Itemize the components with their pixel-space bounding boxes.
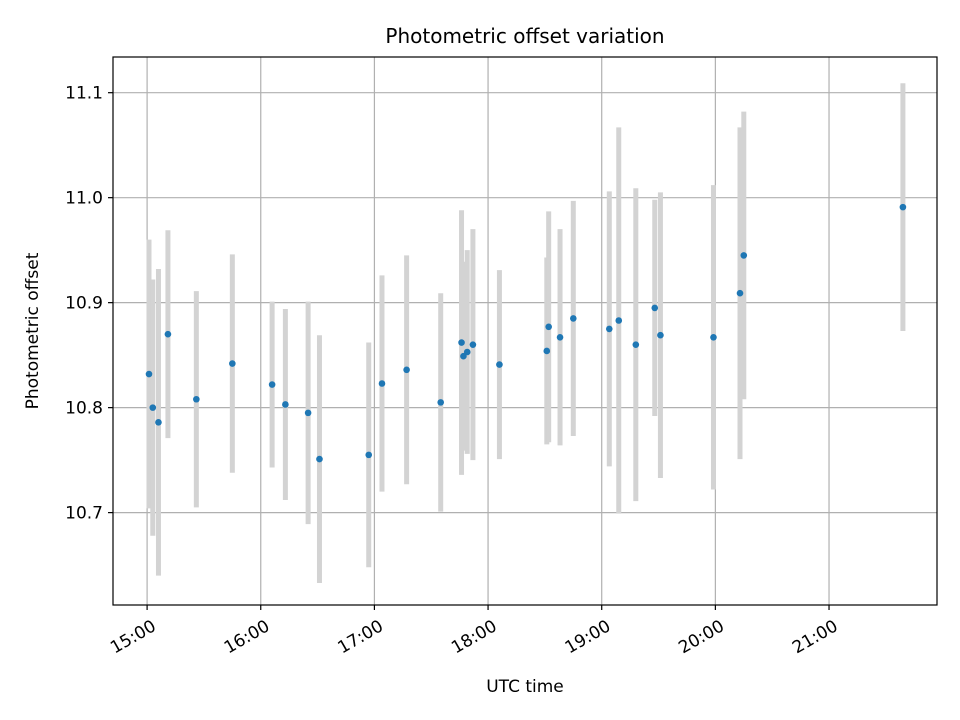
data-point [615, 317, 623, 324]
data-point [164, 330, 172, 338]
y-axis-ticks: 10.7 10.8 10.9 11.0 11.1 [65, 84, 113, 524]
data-point [463, 348, 471, 356]
data-point [316, 455, 323, 463]
data-point [543, 347, 551, 355]
x-tick-label: 20:00 [675, 616, 727, 658]
x-axis-label: UTC time [486, 677, 564, 697]
data-point [710, 333, 717, 341]
x-tick-label: 15:00 [107, 616, 159, 658]
data-point [545, 323, 552, 331]
data-point [378, 380, 386, 387]
data-point [736, 289, 744, 297]
data-point [605, 325, 613, 333]
x-tick-label: 17:00 [334, 616, 386, 658]
data-point [155, 419, 162, 426]
data-point [304, 409, 312, 417]
data-point [740, 252, 748, 259]
x-tick-label: 19:00 [562, 616, 614, 658]
chart-title: Photometric offset variation [385, 24, 664, 48]
data-points [145, 203, 907, 463]
data-point [268, 381, 276, 388]
data-point [282, 401, 289, 408]
error-bars [146, 83, 906, 583]
x-axis-ticks: 15:00 16:00 17:00 18:00 19:00 20:00 21:00 [107, 605, 842, 658]
y-axis-label: Photometric offset [23, 252, 43, 409]
y-tick-label: 11.0 [65, 189, 103, 209]
y-tick-label: 10.7 [65, 504, 103, 524]
data-point [149, 404, 157, 411]
data-point [496, 361, 503, 368]
y-tick-label: 11.1 [65, 84, 103, 104]
x-tick-label: 16:00 [221, 616, 273, 658]
data-point [193, 395, 200, 403]
data-point [458, 339, 465, 346]
x-tick-label: 18:00 [448, 616, 500, 658]
x-tick-label: 21:00 [789, 616, 841, 658]
data-point [657, 331, 664, 339]
y-tick-label: 10.9 [65, 294, 103, 314]
y-tick-label: 10.8 [65, 399, 103, 419]
data-point [437, 399, 445, 406]
data-point [460, 352, 467, 360]
grid [113, 57, 937, 605]
data-point [229, 360, 236, 367]
data-point [403, 366, 410, 374]
data-point [632, 341, 640, 348]
data-point [556, 333, 564, 341]
data-point [899, 203, 907, 211]
data-point [469, 341, 477, 348]
data-point [570, 315, 577, 322]
data-point [365, 451, 373, 459]
plot-frame [112, 56, 938, 606]
data-point [145, 370, 153, 378]
data-point [651, 304, 659, 312]
